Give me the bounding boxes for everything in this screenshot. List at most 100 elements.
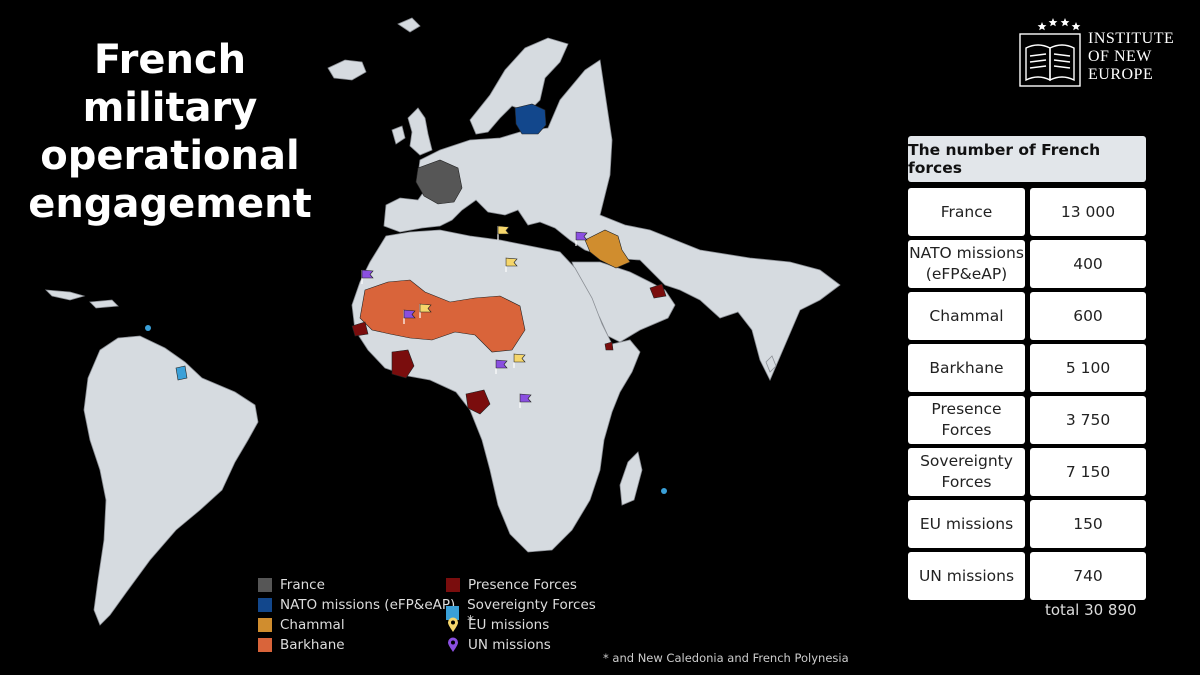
legend-label: EU missions bbox=[468, 617, 550, 633]
legend-swatch bbox=[258, 638, 272, 652]
land-caribbean-1 bbox=[44, 289, 86, 301]
eu-mission-flag-icon bbox=[505, 257, 518, 272]
legend-swatch bbox=[258, 578, 272, 592]
un-mission-flag-icon bbox=[403, 309, 416, 324]
page-title: French military operational engagement bbox=[0, 36, 340, 228]
eu-mission-flag-icon bbox=[497, 225, 510, 240]
logo-line-2: OF NEW bbox=[1088, 48, 1152, 65]
map-legend: France NATO missions (eFP&eAP) Chammal Bark… bbox=[258, 577, 598, 662]
land-caribbean-2 bbox=[89, 299, 119, 309]
land-madagascar bbox=[619, 451, 643, 506]
land-south-america bbox=[83, 335, 259, 626]
title-line-3: engagement bbox=[28, 181, 312, 227]
title-line-1: French military bbox=[82, 37, 258, 131]
legend-item: Barkhane bbox=[258, 637, 345, 653]
legend-label: Presence Forces bbox=[468, 577, 577, 593]
logo-line-3: EUROPE bbox=[1088, 66, 1154, 83]
forces-table-label: Chammal bbox=[908, 292, 1025, 340]
logo-star-4 bbox=[1071, 22, 1081, 31]
legend-swatch bbox=[258, 618, 272, 632]
forces-table-row: NATO missions (eFP&eAP) 400 bbox=[908, 240, 1148, 288]
land-iceland bbox=[327, 59, 367, 81]
legend-item: NATO missions (eFP&eAP) bbox=[258, 597, 455, 613]
un-mission-flag-icon bbox=[361, 269, 374, 284]
region-presence-uae bbox=[649, 283, 667, 299]
legend-swatch bbox=[446, 606, 460, 620]
region-barkhane bbox=[359, 279, 526, 353]
highlighted-regions bbox=[145, 103, 667, 494]
logo-line-1: INSTITUTE bbox=[1088, 30, 1175, 47]
un-mission-flag-icon bbox=[575, 231, 588, 246]
logo-star-3 bbox=[1060, 18, 1070, 27]
forces-table-label: Sovereignty Forces bbox=[908, 448, 1025, 496]
region-presence-gabon bbox=[465, 389, 491, 415]
forces-table-label: UN missions bbox=[908, 552, 1025, 600]
region-sovereignty-reunion bbox=[661, 488, 667, 494]
forces-table-value: 13 000 bbox=[1030, 188, 1146, 236]
legend-swatch bbox=[258, 598, 272, 612]
region-sovereignty-antilles bbox=[145, 325, 151, 331]
region-chammal bbox=[584, 229, 631, 269]
forces-table-value: 600 bbox=[1030, 292, 1146, 340]
legend-label: UN missions bbox=[468, 637, 551, 653]
legend-item: EU missions bbox=[446, 617, 549, 633]
region-sovereignty-guiana bbox=[175, 365, 188, 381]
legend-item: UN missions bbox=[446, 637, 551, 653]
footnote: * and New Caledonia and French Polynesia bbox=[603, 651, 849, 665]
forces-table-label: Barkhane bbox=[908, 344, 1025, 392]
forces-table-value: 150 bbox=[1030, 500, 1146, 548]
legend-swatch bbox=[446, 578, 460, 592]
forces-table-label: NATO missions (eFP&eAP) bbox=[908, 240, 1025, 288]
logo-star-2 bbox=[1048, 18, 1058, 27]
region-nato-baltics bbox=[514, 103, 547, 135]
forces-table-row: Barkhane 5 100 bbox=[908, 344, 1148, 392]
eu-mission-flag-icon bbox=[513, 353, 526, 368]
title-line-2: operational bbox=[40, 133, 300, 179]
forces-table-value: 3 750 bbox=[1030, 396, 1146, 444]
forces-table-label: EU missions bbox=[908, 500, 1025, 548]
forces-table-row: France 13 000 bbox=[908, 188, 1148, 236]
map-pin-icon bbox=[448, 617, 458, 632]
legend-label: Barkhane bbox=[280, 637, 345, 653]
forces-table: The number of French forces France 13 000… bbox=[908, 136, 1148, 600]
land-ireland bbox=[391, 125, 406, 145]
region-presence-djibouti bbox=[604, 341, 614, 351]
legend-item: Chammal bbox=[258, 617, 345, 633]
land-svalbard bbox=[397, 17, 421, 33]
logo-book-right bbox=[1049, 44, 1075, 82]
legend-label: Sovereignty Forces * bbox=[467, 597, 596, 629]
logo-text: INSTITUTE OF NEW EUROPE bbox=[1088, 30, 1174, 84]
eu-mission-flag-icon bbox=[419, 303, 432, 318]
region-presence-senegal bbox=[351, 321, 369, 337]
forces-table-row: Presence Forces 3 750 bbox=[908, 396, 1148, 444]
logo-book-frame bbox=[1019, 33, 1081, 87]
forces-table-row: Sovereignty Forces 7 150 bbox=[908, 448, 1148, 496]
forces-table-row: Chammal 600 bbox=[908, 292, 1148, 340]
legend-label: Chammal bbox=[280, 617, 345, 633]
logo-star-1 bbox=[1037, 22, 1047, 31]
institute-logo-icon bbox=[1019, 18, 1081, 87]
un-mission-flag-icon bbox=[495, 359, 508, 374]
logo-book-left bbox=[1025, 44, 1051, 82]
land-scandinavia bbox=[469, 37, 569, 135]
legend-label: France bbox=[280, 577, 325, 593]
forces-table-value: 740 bbox=[1030, 552, 1146, 600]
legend-item: Sovereignty Forces * bbox=[446, 597, 598, 629]
forces-table-label: Presence Forces bbox=[908, 396, 1025, 444]
forces-total: total 30 890 bbox=[1045, 601, 1137, 619]
un-mission-flag-icon bbox=[519, 393, 532, 408]
forces-table-label: France bbox=[908, 188, 1025, 236]
forces-table-row: EU missions 150 bbox=[908, 500, 1148, 548]
legend-item: Presence Forces bbox=[446, 577, 577, 593]
mission-markers bbox=[361, 225, 588, 408]
land-sri-lanka bbox=[765, 355, 777, 373]
land-uk bbox=[407, 107, 433, 156]
land-eurasia bbox=[383, 59, 841, 381]
forces-table-value: 400 bbox=[1030, 240, 1146, 288]
forces-table-header: The number of French forces bbox=[908, 136, 1146, 182]
map-pin-icon bbox=[448, 637, 458, 652]
forces-table-row: UN missions 740 bbox=[908, 552, 1148, 600]
region-france bbox=[415, 159, 463, 205]
